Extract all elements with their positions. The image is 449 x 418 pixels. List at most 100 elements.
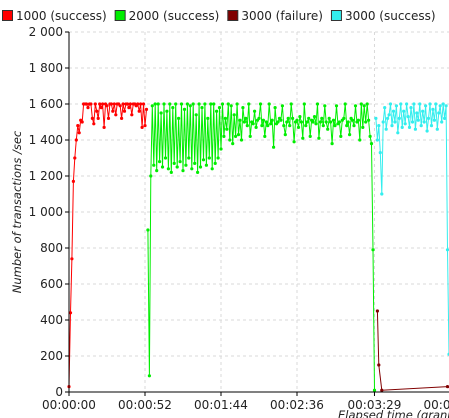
y-tick-label: 200 — [40, 349, 63, 363]
legend-label: 2000 (success) — [129, 9, 220, 23]
data-point — [242, 120, 246, 124]
data-point — [383, 106, 387, 110]
x-tick-label: 00:04:21 — [424, 398, 449, 412]
data-point — [213, 161, 217, 165]
y-tick-label: 2 000 — [29, 25, 63, 39]
data-point — [407, 125, 412, 129]
data-point — [331, 118, 336, 122]
data-point — [362, 104, 366, 108]
data-point — [229, 104, 233, 108]
data-point — [434, 102, 438, 106]
data-point — [92, 122, 96, 126]
x-axis-ticks: 00:00:00 00:00:52 00:01:44 00:02:36 00:03:29… — [42, 392, 449, 412]
y-axis-ticks: 0 200 400 600 800 1 000 1 200 1 400 1 600 1 800 2 … — [29, 25, 69, 399]
data-point — [114, 113, 118, 117]
data-point — [308, 134, 312, 138]
data-point — [222, 134, 226, 138]
data-point — [111, 109, 115, 113]
data-point — [223, 116, 227, 120]
data-point — [203, 102, 207, 106]
data-point — [339, 134, 343, 138]
data-point — [444, 104, 448, 108]
data-point — [182, 107, 187, 111]
data-point — [193, 161, 197, 165]
data-point — [141, 102, 146, 106]
y-tick-label: 1 200 — [29, 169, 63, 183]
data-point — [266, 124, 270, 128]
data-point — [178, 160, 182, 164]
y-tick-label: 600 — [40, 277, 63, 291]
data-point — [280, 104, 284, 108]
data-point — [415, 111, 419, 115]
data-point — [163, 156, 168, 160]
data-point — [329, 120, 333, 124]
data-point — [394, 104, 398, 108]
data-point — [169, 170, 173, 174]
x-tick-label: 00:03:29 — [348, 398, 402, 412]
data-point — [337, 120, 341, 124]
data-point — [168, 102, 172, 106]
data-point — [352, 124, 356, 128]
data-point — [217, 106, 222, 110]
data-point — [204, 163, 208, 167]
data-point — [137, 109, 141, 113]
data-point — [172, 161, 176, 165]
data-point — [386, 116, 390, 120]
data-point — [348, 133, 352, 137]
data-point — [247, 102, 251, 106]
y-tick-label: 1 400 — [29, 133, 63, 147]
data-point — [236, 133, 241, 137]
data-point — [387, 113, 391, 117]
y-tick-label: 0 — [55, 385, 63, 399]
data-point — [288, 124, 292, 128]
data-point — [239, 138, 244, 142]
data-point — [188, 104, 192, 108]
data-point — [307, 116, 311, 120]
data-point — [372, 388, 377, 392]
data-point — [327, 116, 331, 120]
data-point — [162, 102, 166, 106]
data-point — [155, 169, 159, 173]
data-point — [258, 102, 263, 106]
data-point — [122, 109, 127, 113]
data-point — [296, 125, 301, 129]
data-point — [393, 120, 397, 124]
legend-item-2: 2000 (success) — [114, 9, 220, 23]
data-point — [219, 147, 223, 151]
data-point — [194, 113, 198, 117]
x-tick-label: 00:00:52 — [118, 398, 172, 412]
data-point — [276, 120, 280, 124]
data-point — [196, 170, 200, 174]
data-point — [291, 116, 295, 120]
data-point — [209, 102, 213, 106]
x-tick-label: 00:00:00 — [42, 398, 96, 412]
series-line — [147, 103, 375, 391]
legend-swatch — [114, 10, 126, 21]
y-tick-label: 1 800 — [29, 61, 63, 75]
data-point — [260, 124, 264, 128]
data-point — [152, 163, 156, 167]
data-point — [156, 102, 160, 106]
data-point — [405, 102, 409, 106]
data-point — [136, 102, 140, 106]
data-point — [380, 388, 384, 392]
data-point — [413, 127, 417, 131]
data-point — [270, 118, 274, 122]
data-point — [198, 165, 203, 169]
data-point — [369, 142, 374, 146]
data-point — [286, 116, 290, 120]
legend-label: 3000 (success) — [345, 9, 436, 23]
data-point — [84, 102, 89, 106]
data-point — [125, 102, 130, 106]
data-point — [102, 125, 106, 129]
data-point — [384, 127, 388, 131]
series-2 — [146, 102, 377, 392]
data-point — [279, 118, 283, 122]
data-point — [95, 109, 99, 113]
data-point — [101, 102, 105, 106]
data-point — [440, 120, 444, 124]
data-point — [165, 109, 169, 113]
data-point — [406, 115, 410, 119]
data-point — [326, 127, 330, 131]
data-point — [185, 102, 189, 106]
